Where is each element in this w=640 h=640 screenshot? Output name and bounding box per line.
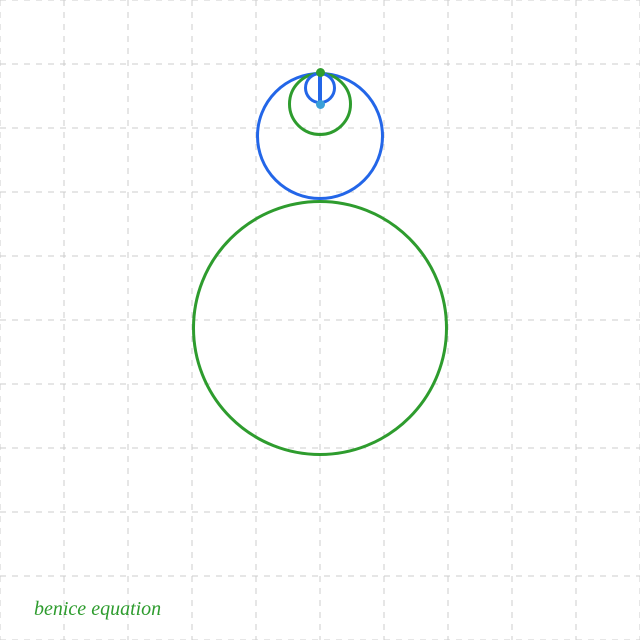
center-blue-dot	[316, 100, 325, 109]
diagram-canvas: benice equation	[0, 0, 640, 640]
large-green-circle	[192, 200, 448, 456]
top-green-dot	[316, 68, 325, 77]
caption-text: benice equation	[34, 598, 161, 621]
